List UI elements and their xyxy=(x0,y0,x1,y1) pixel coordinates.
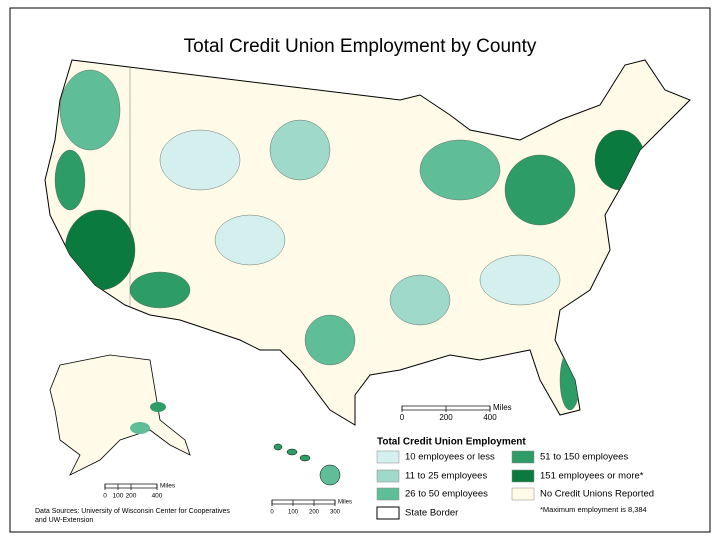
legend-swatch xyxy=(511,450,535,464)
legend-swatch xyxy=(376,469,400,483)
scale-unit: Miles xyxy=(493,403,512,412)
legend-label: 11 to 25 employees xyxy=(405,471,487,482)
footnote: *Maximum employment is 8,384 xyxy=(540,505,647,514)
legend-label: No Credit Unions Reported xyxy=(540,489,654,500)
scale-bar xyxy=(271,499,336,505)
scale-label: 300 xyxy=(330,510,341,516)
alaska xyxy=(49,354,191,476)
scale-label: 200 xyxy=(126,493,137,500)
hawaii xyxy=(273,443,341,486)
legend: Total Credit Union Employment xyxy=(377,437,526,448)
legend-swatch xyxy=(376,506,400,520)
legend-swatch xyxy=(511,469,535,483)
source-line: Data Sources: University of Wisconsin Ce… xyxy=(35,508,230,515)
contiguous-us xyxy=(44,59,691,426)
scale-unit: Miles xyxy=(160,483,176,490)
legend-swatch xyxy=(376,487,400,501)
legend-swatch xyxy=(511,487,535,501)
scale-label: 0 xyxy=(103,493,107,500)
scale-label: 200 xyxy=(439,413,453,422)
legend-label: 151 employees or more* xyxy=(540,471,644,482)
source-line: and UW-Extension xyxy=(35,517,93,524)
legend-label: 26 to 50 employees xyxy=(405,489,488,500)
scale-label: 100 xyxy=(113,493,124,500)
scale-unit: Miles xyxy=(338,500,352,506)
scale-label: 200 xyxy=(309,510,320,516)
map-title: Total Credit Union Employment by County xyxy=(184,36,537,57)
scale-label: 400 xyxy=(152,493,163,500)
legend-label: 51 to 150 employees xyxy=(540,452,628,463)
legend-label: State Border xyxy=(405,508,458,519)
legend-swatch xyxy=(376,450,400,464)
scale-label: 0 xyxy=(400,413,405,422)
scale-label: 100 xyxy=(288,510,299,516)
scale-label: 400 xyxy=(483,413,497,422)
scale-label: 0 xyxy=(270,510,274,516)
legend-title: Total Credit Union Employment xyxy=(377,437,526,448)
legend-label: 10 employees or less xyxy=(405,452,495,463)
